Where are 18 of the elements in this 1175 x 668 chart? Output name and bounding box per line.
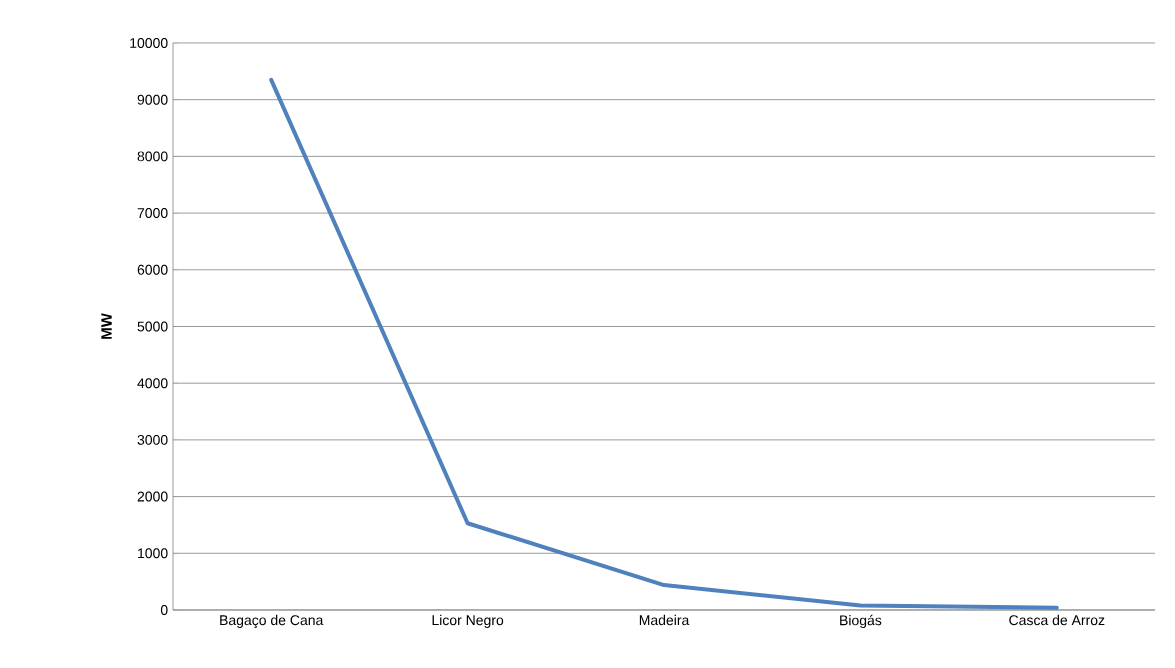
x-tick-label: Madeira — [639, 614, 690, 626]
y-tick-label: 10000 — [130, 38, 168, 48]
x-tick-label: Licor Negro — [432, 614, 504, 628]
y-tick-label: 8000 — [137, 151, 168, 162]
x-tick-label: Biogás — [840, 614, 882, 629]
y-tick-label: 5000 — [137, 321, 168, 332]
y-tick-label: 3000 — [137, 434, 168, 445]
y-tick-label: 9000 — [137, 94, 168, 105]
x-tick-label: Bagaço de Cana — [220, 614, 324, 628]
y-axis-title: MW — [101, 313, 112, 339]
y-tick-label: 0 — [160, 605, 168, 615]
y-tick-label: 2000 — [137, 491, 168, 502]
x-tick-label: Casca de Arroz — [1009, 614, 1105, 626]
y-tick-label: 1000 — [138, 548, 168, 559]
y-tick-label: 7000 — [137, 208, 168, 219]
y-tick-label: 6000 — [137, 264, 168, 275]
line-series — [269, 77, 1059, 610]
y-tick-label: 4000 — [137, 378, 168, 389]
